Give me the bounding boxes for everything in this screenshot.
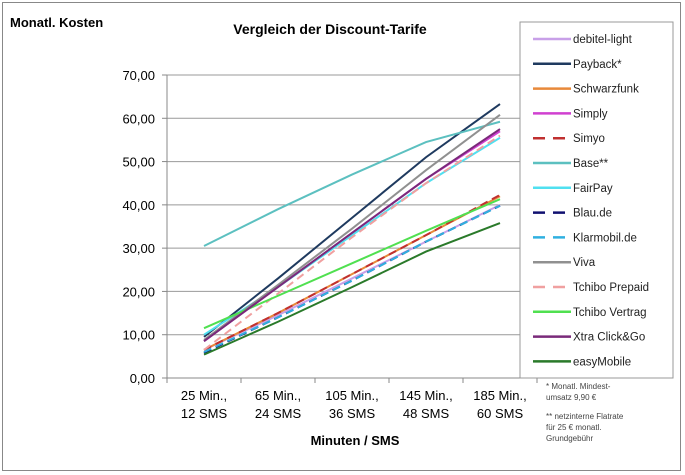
- series-line-base: [203, 120, 501, 247]
- y-axis-label: Monatl. Kosten: [10, 15, 103, 30]
- y-tick-label: 60,00: [122, 111, 155, 126]
- series-line-simyo: [203, 194, 501, 351]
- y-tick-label: 50,00: [122, 155, 155, 170]
- legend-label: Blau.de: [573, 208, 612, 220]
- y-tick-label: 40,00: [122, 198, 155, 213]
- footnote: Grundgebühr: [546, 434, 593, 443]
- legend-label: Simyo: [573, 133, 605, 145]
- legend-label: Schwarzfunk: [573, 84, 639, 96]
- legend-label: FairPay: [573, 183, 613, 195]
- x-tick-label: 145 Min.,: [399, 388, 452, 403]
- legend-label: Tchibo Prepaid: [573, 282, 649, 294]
- footnote: umsatz 9,90 €: [546, 393, 597, 402]
- footnote: ** netzinterne Flatrate: [546, 412, 624, 421]
- legend-box: [519, 21, 674, 379]
- footnote: * Monatl. Mindest-: [546, 382, 611, 391]
- chart-title: Vergleich der Discount-Tarife: [233, 21, 427, 37]
- series-line-tchibo-vertrag: [203, 198, 501, 330]
- y-tick-label: 10,00: [122, 328, 155, 343]
- legend-label: debitel-light: [573, 34, 633, 46]
- chart-frame: [2, 2, 681, 471]
- footnote: für 25 € monatl.: [546, 423, 602, 432]
- series-line-easymobile: [203, 222, 501, 356]
- legend-label: Xtra Click&Go: [573, 332, 645, 344]
- x-tick-label: 12 SMS: [181, 406, 228, 421]
- legend-label: Simply: [573, 108, 608, 120]
- legend-label: Viva: [573, 257, 596, 269]
- y-tick-label: 70,00: [122, 68, 155, 83]
- series-line-tchibo-prepaid: [203, 134, 501, 351]
- x-axis-label: Minuten / SMS: [311, 433, 400, 448]
- series-line-klarmobil-de: [203, 204, 501, 353]
- series-line-xtra-click-go: [203, 128, 501, 343]
- series-line-viva: [203, 114, 501, 341]
- x-tick-label: 185 Min.,: [473, 388, 526, 403]
- legend-label: Klarmobil.de: [573, 232, 637, 244]
- x-tick-label: 60 SMS: [477, 406, 524, 421]
- x-tick-label: 24 SMS: [255, 406, 302, 421]
- legend-label: Tchibo Vertrag: [573, 307, 647, 319]
- legend-label: easyMobile: [573, 356, 631, 368]
- legend-label: Base**: [573, 158, 609, 170]
- x-tick-label: 48 SMS: [403, 406, 450, 421]
- series-line-payback: [203, 103, 501, 338]
- legend-label: Payback*: [573, 59, 622, 71]
- x-tick-label: 25 Min.,: [181, 388, 227, 403]
- x-tick-label: 36 SMS: [329, 406, 376, 421]
- y-tick-label: 30,00: [122, 241, 155, 256]
- y-tick-label: 0,00: [130, 371, 155, 386]
- y-tick-label: 20,00: [122, 284, 155, 299]
- x-tick-label: 65 Min.,: [255, 388, 301, 403]
- x-tick-label: 105 Min.,: [325, 388, 378, 403]
